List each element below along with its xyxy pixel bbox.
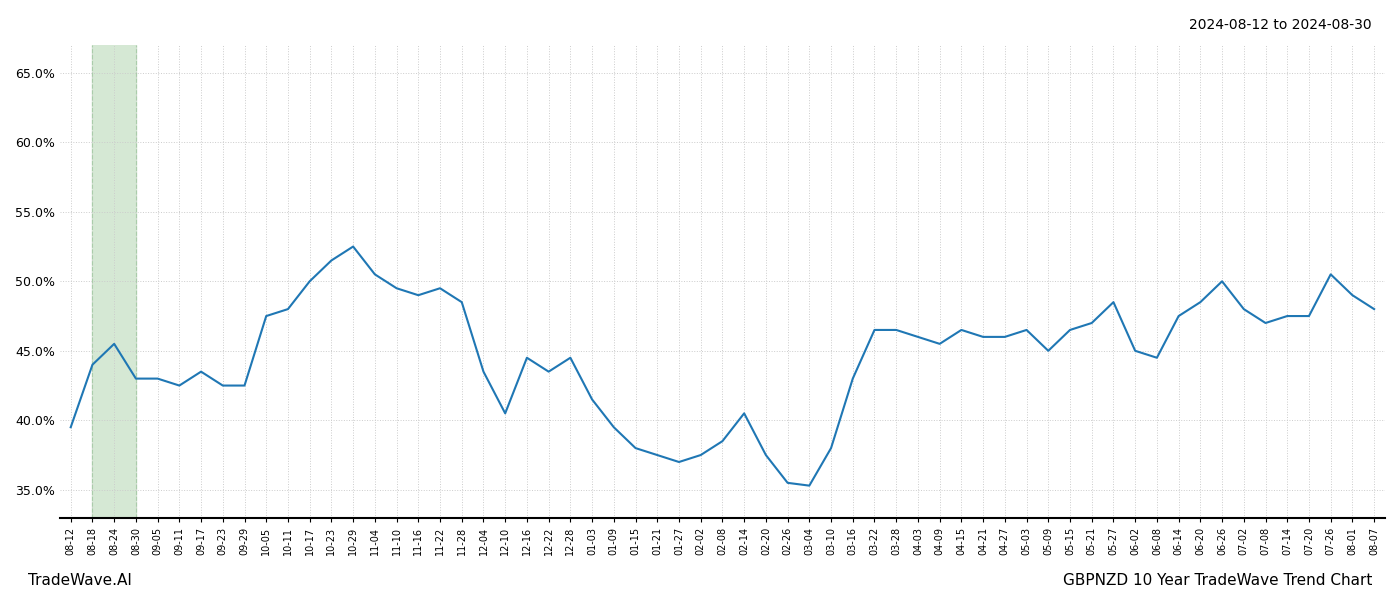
Text: GBPNZD 10 Year TradeWave Trend Chart: GBPNZD 10 Year TradeWave Trend Chart xyxy=(1063,573,1372,588)
Text: 2024-08-12 to 2024-08-30: 2024-08-12 to 2024-08-30 xyxy=(1190,18,1372,32)
Text: TradeWave.AI: TradeWave.AI xyxy=(28,573,132,588)
Bar xyxy=(92,45,136,518)
